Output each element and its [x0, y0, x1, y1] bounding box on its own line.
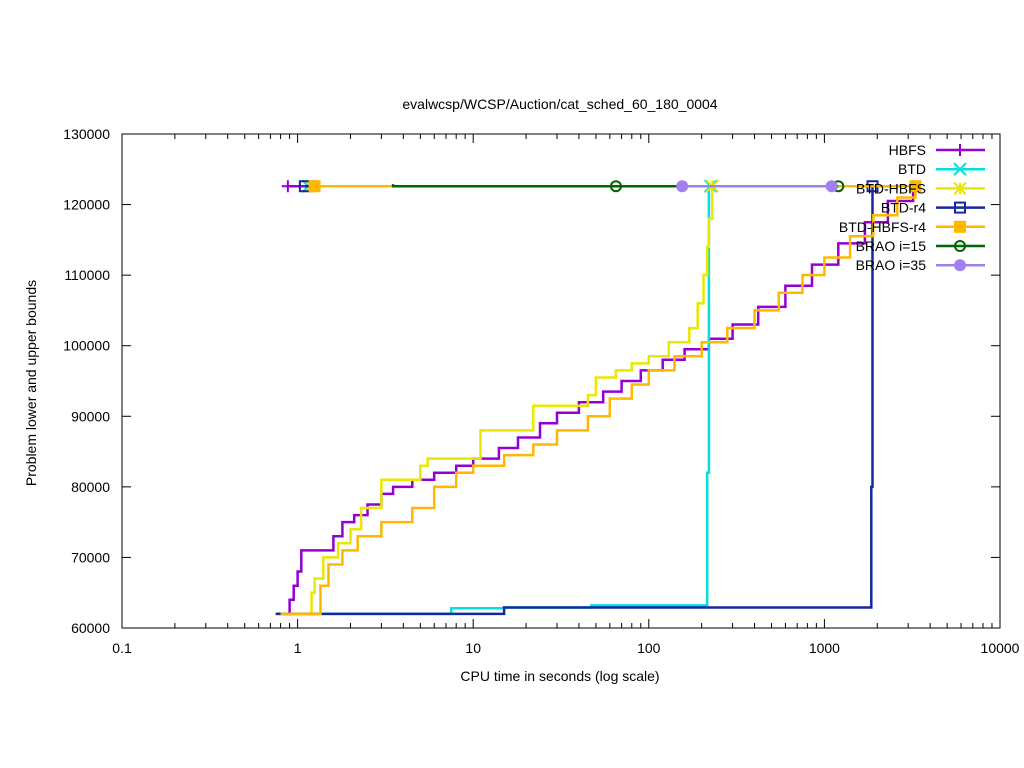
x-axis-label: CPU time in seconds (log scale) — [460, 668, 659, 684]
axes: 0.1 1 10 100 1000 10000 60000 70000 80000 90000 10… — [63, 126, 1019, 656]
series-point — [909, 180, 922, 193]
x-tick-label: 1 — [294, 640, 302, 656]
marker-cross-b — [953, 162, 967, 176]
legend-entry: BTD-HBFS — [856, 180, 985, 196]
marker-filled-circle — [954, 259, 966, 272]
y-tick-label: 130000 — [63, 126, 110, 142]
legend-marker — [954, 240, 966, 252]
y-tick-label: 70000 — [71, 549, 110, 565]
y-tick-label: 90000 — [71, 408, 110, 424]
marker-square — [954, 201, 966, 214]
legend-label: BRAO i=35 — [856, 257, 927, 273]
legend-entry: BRAO i=15 — [856, 238, 985, 254]
legend-entry: HBFS — [889, 142, 985, 158]
series-brao-i-35 — [676, 180, 838, 193]
series-lower-bound-line — [285, 186, 915, 616]
legend-marker — [953, 162, 967, 176]
plot-area — [275, 179, 922, 616]
legend-marker — [954, 259, 966, 272]
series-lower-bound-line — [275, 186, 874, 616]
legend-label: BTD-HBFS — [856, 180, 926, 196]
y-tick-label: 120000 — [63, 197, 110, 213]
legend: HBFS BTD BTD-HBFS BTD-r4 BTD-HBFS-r4 BRAO i=1… — [839, 142, 985, 273]
marker-filled-circle — [825, 180, 838, 193]
legend-entry: BTD-HBFS-r4 — [839, 219, 985, 235]
legend-marker — [953, 181, 967, 196]
x-tick-label: 10 — [465, 640, 481, 656]
x-tick-label: 0.1 — [112, 640, 132, 656]
marker-filled-square — [308, 180, 321, 193]
legend-label: BTD-HBFS-r4 — [839, 219, 926, 235]
y-tick-label: 100000 — [63, 338, 110, 354]
series-lower-bound-line — [280, 186, 917, 616]
legend-label: BTD — [898, 161, 926, 177]
legend-entry: BRAO i=35 — [856, 257, 985, 273]
marker-filled-square — [909, 180, 922, 193]
series-point — [825, 180, 838, 193]
y-tick-label: 60000 — [71, 620, 110, 636]
marker-circle — [954, 240, 966, 252]
chart-title: evalwcsp/WCSP/Auction/cat_sched_60_180_0… — [402, 96, 717, 112]
x-tick-label: 1000 — [809, 640, 840, 656]
legend-marker — [954, 201, 966, 214]
legend-marker — [954, 220, 966, 233]
series-point — [281, 180, 294, 193]
legend-marker — [954, 144, 966, 156]
marker-ast-b — [953, 181, 967, 196]
series-lower-bound-line — [308, 186, 714, 616]
marker-filled-circle — [676, 180, 689, 193]
legend-label: HBFS — [889, 142, 926, 158]
plot-frame — [121, 133, 1001, 629]
series-point — [676, 180, 689, 193]
legend-label: BRAO i=15 — [856, 238, 927, 254]
marker-circle — [609, 180, 622, 193]
legend-entry: BTD-r4 — [881, 200, 985, 216]
x-tick-label: 100 — [637, 640, 661, 656]
series-point — [609, 180, 622, 193]
x-tick-label: 10000 — [981, 640, 1020, 656]
marker-filled-square — [954, 220, 966, 233]
legend-label: BTD-r4 — [881, 200, 926, 216]
y-axis-label: Problem lower and upper bounds — [23, 280, 39, 486]
legend-entry: BTD — [898, 161, 985, 177]
y-tick-label: 110000 — [64, 267, 110, 283]
y-tick-label: 80000 — [71, 479, 110, 495]
series-point — [308, 180, 321, 193]
